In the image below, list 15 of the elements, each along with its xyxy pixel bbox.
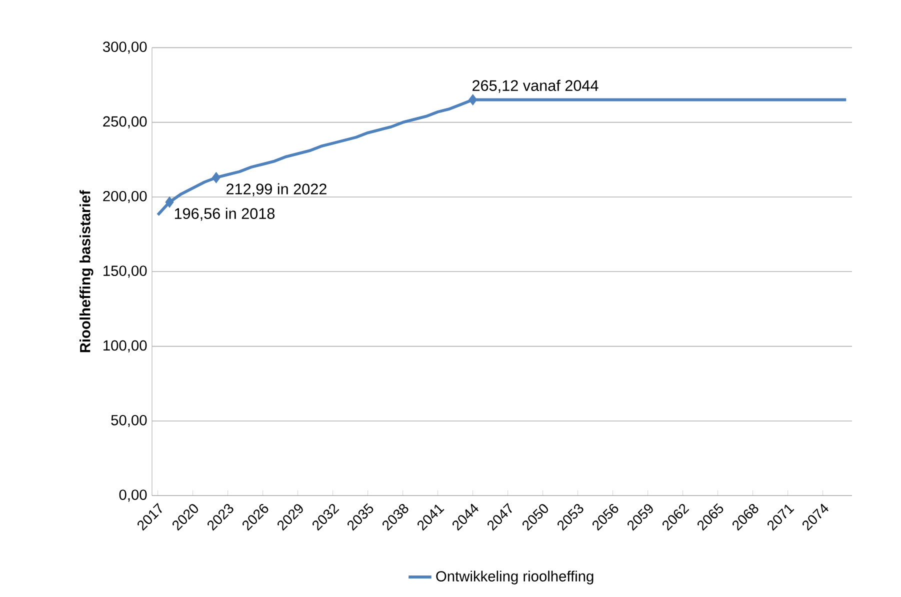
point (212, 172, 220, 184)
y-tick-label: 200,00 (103, 190, 147, 204)
y-tick-label: 300,00 (103, 42, 147, 54)
y-axis-title: Rioolheffing basistarief (80, 190, 94, 352)
annotation: 265,12 vanaf 2044 (472, 80, 598, 93)
y-tick-label: 0,00 (119, 490, 147, 502)
annotation: 212,99 in 2022 (226, 183, 326, 196)
y-tick-label: 100,00 (104, 340, 147, 352)
legend-label: Ontwikkeling rioolheffing (436, 570, 594, 584)
y-tick-label: 50,00 (111, 414, 147, 428)
point (468, 94, 478, 106)
point (165, 196, 174, 208)
y-tick-label: 250,00 (103, 116, 147, 128)
y-tick-label: 150,00 (104, 266, 147, 278)
annotation: 196,56 in 2018 (174, 208, 275, 221)
